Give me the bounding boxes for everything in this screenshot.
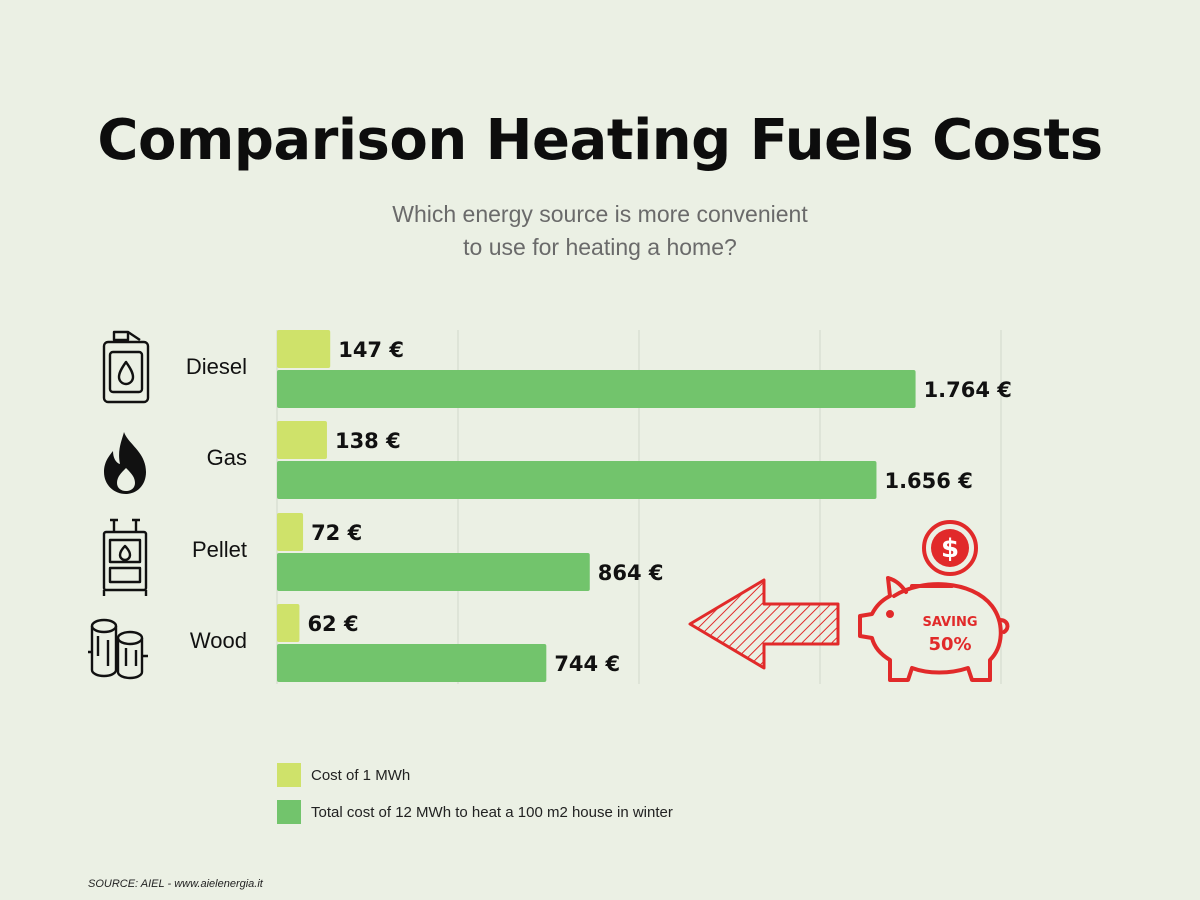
bar-cost-per-mwh xyxy=(277,513,304,551)
bar-cost-per-mwh xyxy=(277,604,300,642)
category-label: Pellet xyxy=(192,537,247,562)
data-label-per-mwh: 72 € xyxy=(311,521,362,545)
flame-icon xyxy=(104,432,146,494)
data-label-total: 744 € xyxy=(554,652,620,676)
fuel-canister-icon xyxy=(102,330,150,404)
bar-total-cost xyxy=(277,370,916,408)
chart-title: Comparison Heating Fuels Costs xyxy=(97,108,1103,173)
bar-total-cost xyxy=(277,553,590,591)
category-label: Diesel xyxy=(186,354,247,379)
bar-cost-per-mwh xyxy=(277,421,327,459)
pellet-stove-icon xyxy=(102,518,148,596)
category-label: Gas xyxy=(207,445,247,470)
legend-swatch-total xyxy=(277,800,301,824)
data-label-per-mwh: 62 € xyxy=(307,612,358,636)
bar-total-cost xyxy=(277,461,877,499)
subtitle-line-2: to use for heating a home? xyxy=(463,234,737,260)
svg-text:$: $ xyxy=(941,534,959,564)
dollar-coin-icon: $ xyxy=(922,520,978,576)
subtitle-line-1: Which energy source is more convenient xyxy=(392,201,808,227)
piggy-bank-icon xyxy=(858,576,1010,682)
legend: Cost of 1 MWh Total cost of 12 MWh to he… xyxy=(277,762,673,836)
bar-cost-per-mwh xyxy=(277,330,331,368)
data-label-per-mwh: 147 € xyxy=(338,338,404,362)
data-label-per-mwh: 138 € xyxy=(335,429,401,453)
legend-swatch-per-mwh xyxy=(277,763,301,787)
legend-label-total: Total cost of 12 MWh to heat a 100 m2 ho… xyxy=(311,803,673,821)
legend-item-per-mwh: Cost of 1 MWh xyxy=(277,762,673,788)
firewood-logs-icon xyxy=(88,618,148,680)
legend-item-total: Total cost of 12 MWh to heat a 100 m2 ho… xyxy=(277,799,673,825)
category-label: Wood xyxy=(190,628,247,653)
bar-total-cost xyxy=(277,644,547,682)
saving-label: SAVING 50% xyxy=(840,612,1060,656)
data-label-total: 1.764 € xyxy=(924,378,1012,402)
saving-text: SAVING xyxy=(922,615,978,630)
data-label-total: 864 € xyxy=(598,561,664,585)
legend-label-per-mwh: Cost of 1 MWh xyxy=(311,766,411,784)
data-label-total: 1.656 € xyxy=(884,469,972,493)
source-note: SOURCE: AIEL - www.aielenergia.it xyxy=(88,878,263,890)
saving-percent: 50% xyxy=(928,634,972,655)
left-arrow-icon xyxy=(688,578,840,670)
chart-subtitle: Which energy source is more convenient t… xyxy=(0,198,1200,264)
